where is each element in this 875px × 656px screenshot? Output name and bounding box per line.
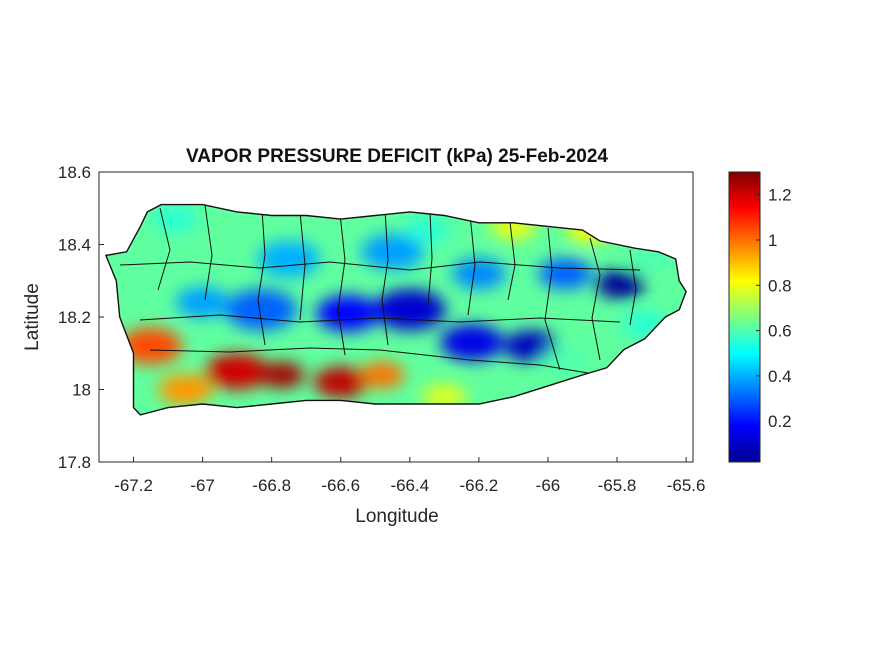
y-tick-label: 18.6 — [58, 163, 91, 182]
y-tick-label: 17.8 — [58, 453, 91, 472]
vpd-region — [404, 217, 450, 243]
x-tick-label: -66 — [536, 476, 561, 495]
y-tick-label: 18.2 — [58, 308, 91, 327]
x-tick-label: -66.4 — [390, 476, 429, 495]
vpd-region — [316, 295, 380, 332]
x-tick-label: -66.8 — [252, 476, 291, 495]
plot-area — [98, 171, 694, 463]
vpd-region — [119, 327, 183, 365]
vpd-region — [152, 206, 198, 233]
vpd-region — [421, 383, 467, 410]
colorbar-tick-label: 0.6 — [768, 322, 792, 341]
vpd-region — [313, 366, 368, 398]
vpd-region — [503, 330, 558, 362]
vpd-region — [259, 362, 305, 388]
colorbar-tick-label: 0.2 — [768, 412, 792, 431]
vpd-region — [440, 324, 504, 361]
vpd-region — [359, 362, 405, 388]
vpd-region — [538, 257, 593, 290]
x-tick-label: -66.6 — [321, 476, 360, 495]
x-axis-ticks: -67.2 -67 -66.8 -66.6 -66.4 -66.2 -66 -65.8 -65.… — [114, 457, 705, 495]
y-axis-ticks: 17.8 18 18.2 18.4 18.6 — [58, 163, 104, 472]
vpd-region — [595, 270, 646, 299]
map-title: VAPOR PRESSURE DEFICIT (kPa) 25-Feb-2024 — [186, 146, 608, 167]
colorbar-gradient — [728, 171, 761, 463]
colorbar-tick-label: 0.4 — [768, 367, 792, 386]
colorbar-tick-label: 1.2 — [768, 186, 792, 205]
colorbar-tick-label: 1 — [768, 231, 777, 250]
municipal-boundaries — [119, 204, 641, 376]
y-tick-label: 18 — [72, 381, 91, 400]
y-tick-label: 18.4 — [58, 236, 91, 255]
vpd-region — [373, 289, 446, 331]
colorbar: 0.2 0.4 0.6 0.8 1 1.2 — [728, 171, 792, 463]
vpd-region — [451, 257, 506, 290]
x-axis-label: Longitude — [355, 506, 438, 527]
vpd-region — [361, 233, 424, 270]
vpd-region — [158, 373, 213, 406]
vpd-region — [257, 240, 321, 278]
x-tick-label: -65.6 — [667, 476, 706, 495]
vpd-region — [205, 353, 269, 390]
colorbar-tick-label: 0.8 — [768, 276, 792, 295]
x-tick-label: -67 — [190, 476, 215, 495]
x-tick-label: -67.2 — [114, 476, 153, 495]
colorbar-ticks: 0.2 0.4 0.6 0.8 1 1.2 — [756, 186, 792, 431]
x-tick-label: -65.8 — [598, 476, 637, 495]
x-tick-label: -66.2 — [460, 476, 499, 495]
vpd-region — [175, 286, 230, 319]
island-outline — [104, 203, 687, 416]
y-axis-label: Latitude — [22, 283, 43, 351]
